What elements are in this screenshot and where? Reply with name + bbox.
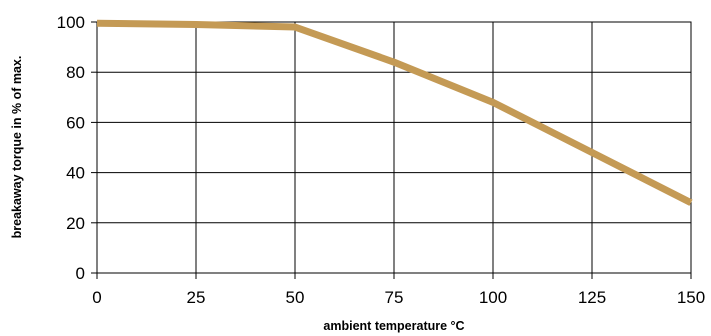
tick-labels: 0 20 40 60 80 100 0 25 50 75 100 125 150	[57, 13, 706, 307]
x-tick-label: 50	[286, 288, 305, 307]
y-tick-label: 0	[76, 264, 85, 283]
x-tick-label: 0	[92, 288, 101, 307]
x-tick-label: 150	[677, 288, 705, 307]
y-tick-label: 60	[66, 113, 85, 132]
series-group	[96, 19, 693, 206]
x-tick-label: 25	[187, 288, 206, 307]
y-tick-label: 80	[66, 63, 85, 82]
x-tick-label: 100	[479, 288, 507, 307]
x-tick-label: 75	[385, 288, 404, 307]
series-line	[96, 19, 693, 206]
y-axis-title: breakaway torque in % of max.	[10, 56, 24, 239]
grid	[91, 21, 692, 279]
x-tick-label: 125	[578, 288, 606, 307]
y-tick-label: 100	[57, 13, 85, 32]
y-tick-label: 40	[66, 164, 85, 183]
y-tick-label: 20	[66, 214, 85, 233]
plot-frame	[96, 21, 692, 274]
x-axis-title: ambient temperature °C	[323, 319, 464, 333]
